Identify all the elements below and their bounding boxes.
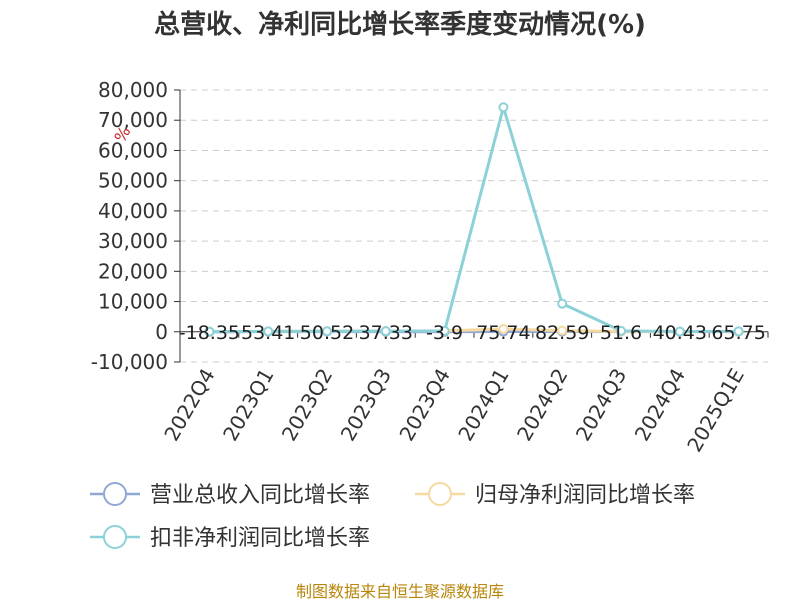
data-label: 50.52	[300, 322, 354, 344]
legend-label: 营业总收入同比增长率	[150, 483, 370, 508]
x-tick-label: 2024Q4	[630, 364, 690, 445]
series-layer	[205, 103, 742, 336]
y-tick-label: 30,000	[98, 229, 168, 253]
legend-swatch-marker	[104, 483, 126, 505]
y-tick-label: 10,000	[98, 290, 168, 314]
y-tick-label: 80,000	[98, 78, 168, 102]
x-tick-label: 2023Q2	[277, 364, 337, 445]
data-label: -18.35	[179, 322, 240, 344]
y-tick-label: 40,000	[98, 199, 168, 223]
x-tick-label: 2023Q3	[336, 364, 396, 445]
source-note: 制图数据来自恒生聚源数据库	[0, 578, 800, 602]
y-tick-label: 20,000	[98, 259, 168, 283]
x-tick-label: 2025Q1E	[682, 364, 749, 456]
x-tick-label: 2024Q1	[453, 364, 513, 445]
data-point	[499, 103, 507, 111]
data-label: -3.9	[426, 322, 463, 344]
data-label: 40.43	[653, 322, 707, 344]
legend-label: 扣非净利润同比增长率	[150, 526, 370, 551]
data-label: 51.6	[600, 322, 642, 344]
data-label: 53.41	[241, 322, 295, 344]
x-tick-label: 2024Q3	[571, 364, 631, 445]
legend-label: 归母净利润同比增长率	[475, 483, 695, 508]
data-label: 65.75	[711, 322, 765, 344]
data-label: 82.59	[535, 322, 589, 344]
y-tick-label: -10,000	[91, 350, 168, 374]
x-tick-label: 2023Q1	[218, 364, 278, 445]
legend-swatch-marker	[104, 526, 126, 548]
data-point	[558, 300, 566, 308]
y-tick-label: 70,000	[98, 108, 168, 132]
x-tick-label: 2024Q2	[512, 364, 572, 445]
legend-swatch-marker	[429, 483, 451, 505]
x-tick-label: 2022Q4	[159, 364, 219, 445]
y-tick-label: 50,000	[98, 169, 168, 193]
axis-layer: -10,000 0 10,000 20,000 30,000 40,000 50,000 60…	[91, 78, 768, 456]
y-tick-label: 0	[155, 320, 168, 344]
legend-item: 营业总收入同比增长率	[90, 483, 370, 508]
x-tick-label: 2023Q4	[394, 364, 454, 445]
legend-item: 归母净利润同比增长率	[415, 483, 695, 508]
y-tick-label: 60,000	[98, 138, 168, 162]
data-label: 75.74	[476, 322, 530, 344]
series-line-2	[209, 107, 738, 331]
legend-item: 扣非净利润同比增长率	[90, 526, 370, 551]
data-label: 37.33	[359, 322, 413, 344]
